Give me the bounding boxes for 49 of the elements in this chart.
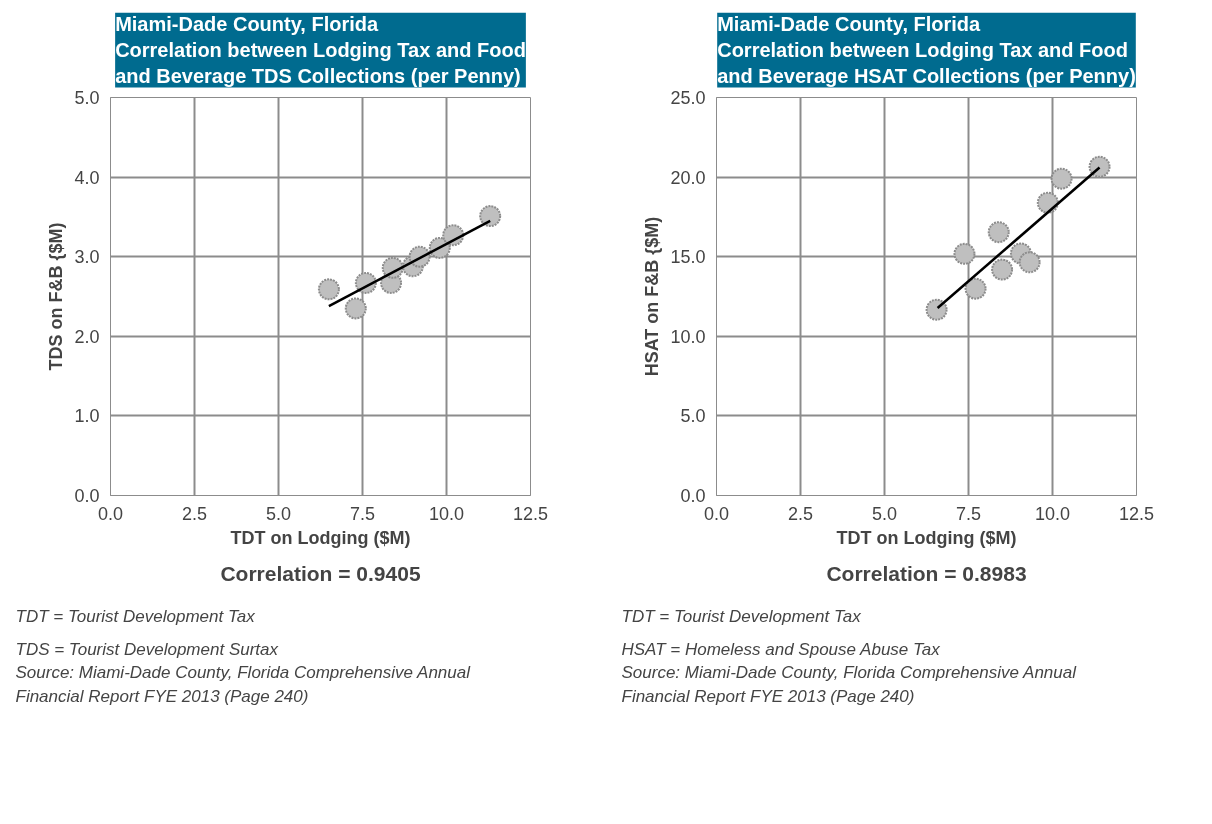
point: [987, 221, 1010, 244]
source-note: Source: Miami-Dade County, Florida Comprehensive Annual Financial Report FYE 2013 (Page 240): [621, 662, 1078, 707]
y-tick-label: 25.0: [670, 88, 706, 108]
y-tick-label: 5.0: [74, 88, 100, 108]
y-axis-title: HSAT on F&B {$M): [642, 216, 663, 377]
y-tick-label: 5.0: [680, 406, 706, 427]
point: [344, 297, 367, 320]
y-axis-title: TDS on F&B {$M): [46, 222, 67, 371]
x-tick-label: 7.5: [955, 503, 982, 524]
point: [991, 258, 1014, 281]
point: [925, 298, 948, 321]
text: TDT = Tourist Development Tax: [621, 606, 862, 626]
point: [953, 242, 976, 265]
x-tick-label: 2.5: [787, 503, 814, 524]
x-tick-label: 12.5: [1118, 503, 1155, 524]
y-tick-label: 0.0: [74, 486, 100, 506]
x-tick-label: 5.0: [871, 503, 898, 524]
text: Correlation = 0.8983: [826, 561, 1027, 585]
y-tick-label: 3.0: [74, 247, 100, 268]
point: [479, 205, 502, 228]
y-tick-label: 10.0: [670, 326, 706, 347]
x-axis-title: TDT on Lodging ($M): [230, 527, 411, 548]
point: [1018, 251, 1041, 274]
x-tick-label: 2.5: [181, 503, 208, 524]
x-tick-label: 12.5: [512, 503, 549, 524]
x-axis-title: TDT on Lodging ($M): [836, 527, 1017, 548]
y-tick-label: 15.0: [670, 247, 706, 268]
x-tick-label: 0.0: [703, 503, 730, 524]
point: [1050, 167, 1073, 190]
x-tick-label: 10.0: [1034, 503, 1071, 524]
point: [1088, 155, 1111, 178]
y-tick-label: 1.0: [74, 406, 100, 427]
text: HSAT = Homeless and Spouse Abuse Tax: [621, 639, 941, 659]
chart-title: Miami-Dade County, Florida Correlation between Lodging Tax and Food and Beverage TDS Collections (per Penny): [115, 12, 526, 88]
text: Correlation = 0.9405: [220, 561, 421, 585]
y-tick-label: 2.0: [74, 326, 100, 347]
point: [964, 277, 987, 300]
chart-title: Miami-Dade County, Florida Correlation between Lodging Tax and Food and Beverage HSAT Collections (per Penny): [717, 12, 1136, 88]
source-note: Source: Miami-Dade County, Florida Comprehensive Annual Financial Report FYE 2013 (Page 240): [15, 662, 472, 707]
x-tick-label: 10.0: [428, 503, 465, 524]
x-tick-label: 5.0: [265, 503, 292, 524]
text: TDS = Tourist Development Surtax: [15, 639, 279, 659]
text: TDT = Tourist Development Tax: [15, 606, 256, 626]
point: [317, 278, 340, 301]
y-tick-label: 4.0: [74, 167, 100, 188]
y-tick-label: 20.0: [670, 167, 706, 188]
x-tick-label: 0.0: [97, 503, 124, 524]
x-tick-label: 7.5: [349, 503, 376, 524]
y-tick-label: 0.0: [680, 486, 706, 506]
